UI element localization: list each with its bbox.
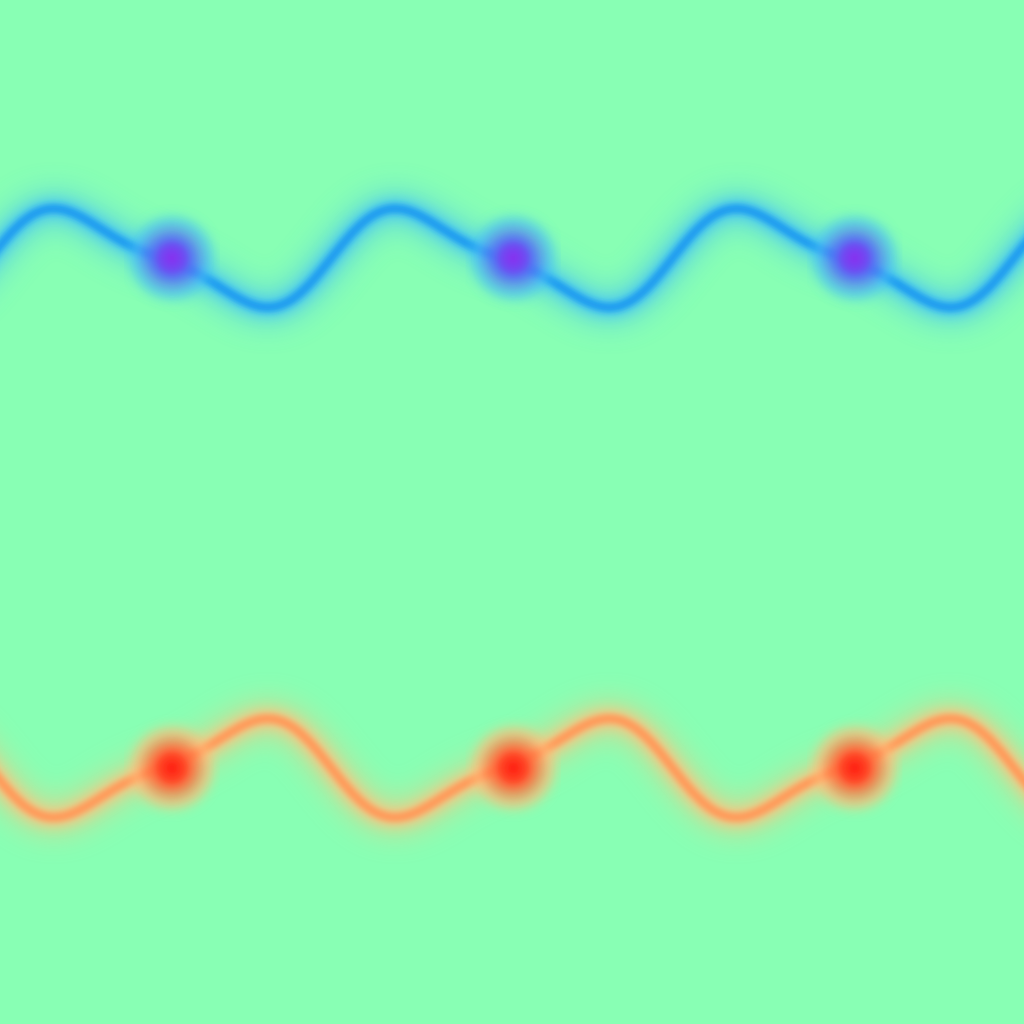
upper-shear-layer-vortex-core [146, 232, 198, 284]
upper-shear-layer [0, 191, 1024, 325]
upper-shear-layer-vortex-core [487, 232, 540, 284]
upper-shear-layer-vortex-swirl [472, 217, 555, 299]
upper-shear-layer-vortex-swirl [813, 217, 896, 299]
lower-shear-layer-vortex-swirl [131, 727, 213, 809]
lower-shear-layer [0, 701, 1024, 835]
lower-shear-layer-vortex-swirl [813, 727, 896, 809]
lower-shear-layer-vortex-core [828, 742, 881, 794]
upper-shear-layer-vortex-swirl [131, 217, 213, 299]
lower-shear-layer-vortex-core [146, 742, 198, 794]
upper-shear-layer-vortex-core [828, 232, 881, 284]
lower-shear-layer-vortex-swirl [472, 727, 555, 809]
lower-shear-layer-vortex-core [487, 742, 540, 794]
